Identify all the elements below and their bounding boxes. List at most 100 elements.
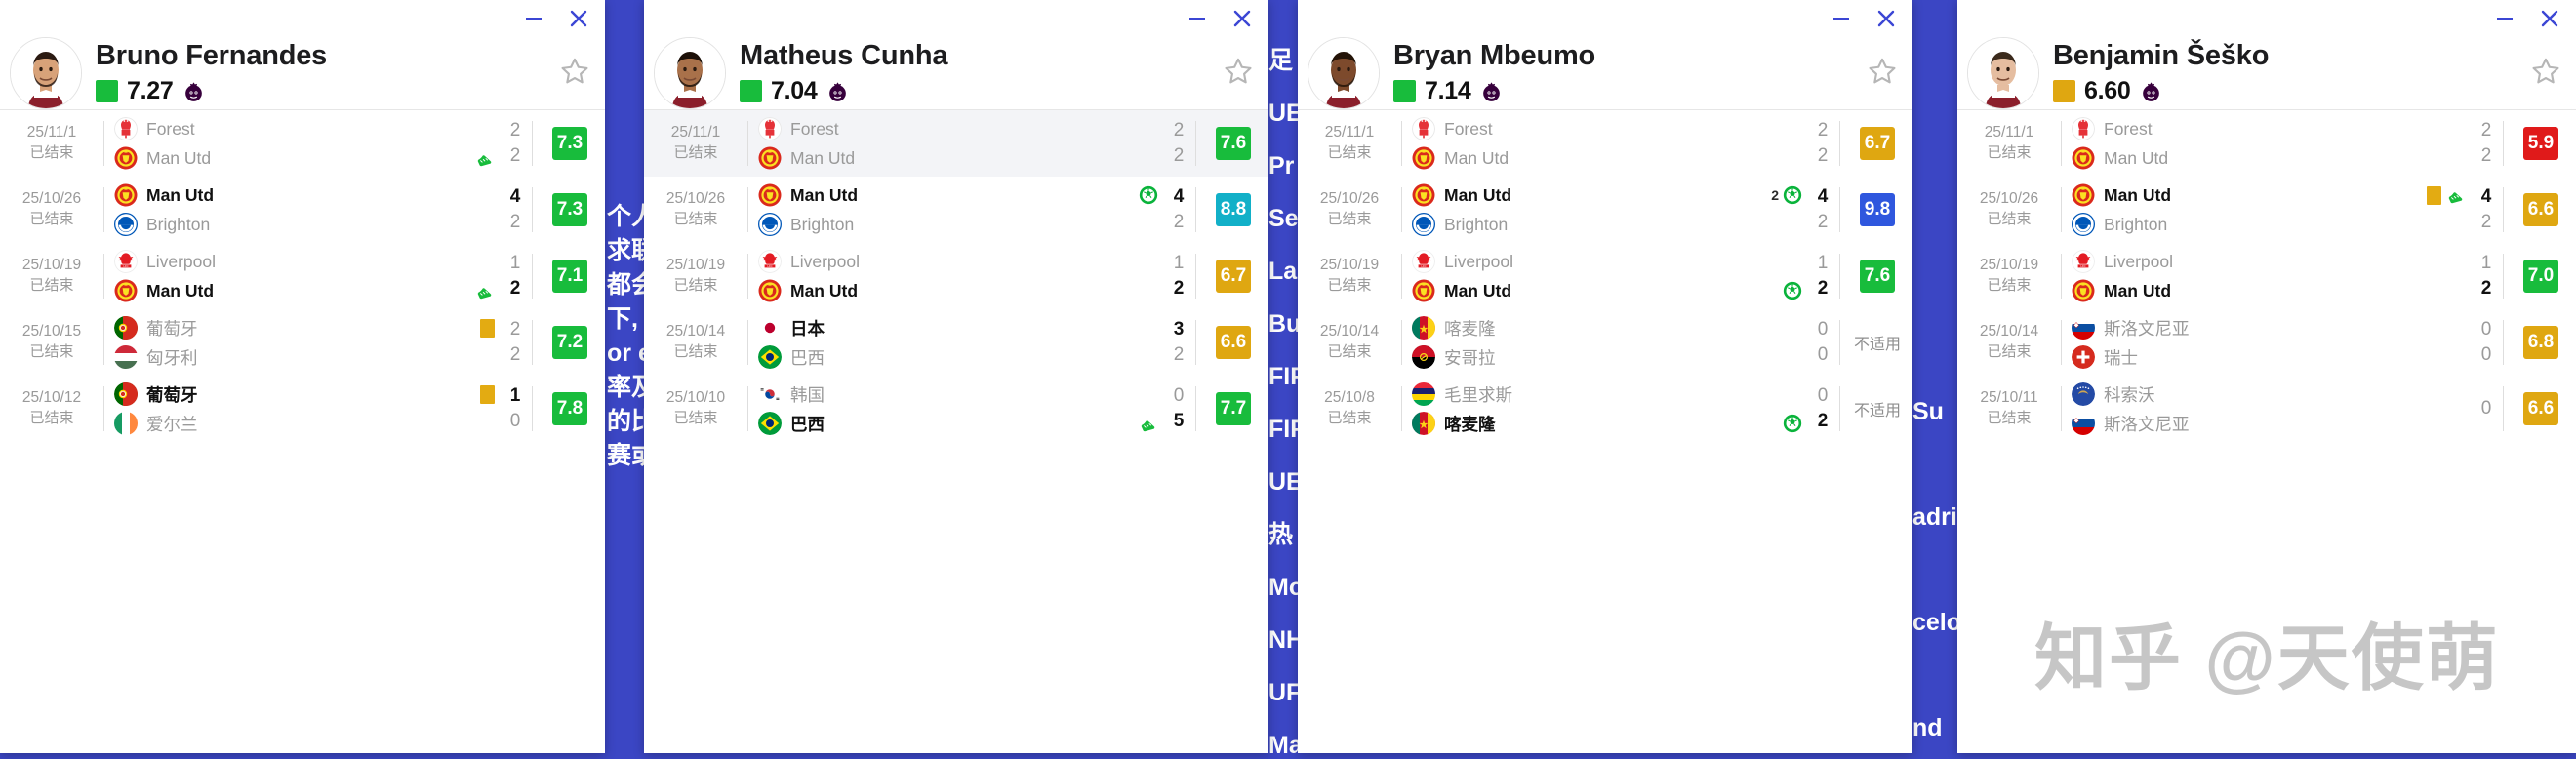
match-rating-na: 不适用 <box>1853 337 1901 353</box>
favorite-button[interactable] <box>1222 55 1255 93</box>
match-events <box>423 381 499 436</box>
away-score: 2 <box>509 212 521 232</box>
match-list: 25/11/1 已结束 Forest Man Utd 2 2 6. <box>1298 110 1912 442</box>
minimize-button[interactable] <box>2488 2 2521 35</box>
row-divider <box>2061 121 2062 166</box>
home-events <box>2427 182 2466 208</box>
match-events <box>2394 249 2470 303</box>
match-status: 已结束 <box>1327 410 1372 427</box>
player-name: Bryan Mbeumo <box>1393 39 1596 71</box>
match-row[interactable]: 25/11/1 已结束 Forest Man Utd 2 2 7. <box>644 110 1268 177</box>
match-date-cell: 25/10/19 已结束 <box>644 256 747 296</box>
match-row[interactable]: 25/11/1 已结束 Forest Man Utd 2 2 7. <box>0 110 605 177</box>
crest-brighton-icon <box>758 213 782 236</box>
minimize-button[interactable] <box>1825 2 1858 35</box>
home-score: 4 <box>1173 185 1185 207</box>
home-team-name: Forest <box>146 118 195 139</box>
match-row[interactable]: 25/10/14 已结束 斯洛文尼亚 瑞士 0 0 6.8 <box>1957 309 2576 376</box>
close-button[interactable] <box>562 2 595 35</box>
match-status: 已结束 <box>1987 144 2032 162</box>
player-photo <box>1308 38 1379 108</box>
match-row[interactable]: 25/11/1 已结束 Forest Man Utd 2 2 5. <box>1957 110 2576 177</box>
close-button[interactable] <box>2533 2 2566 35</box>
match-events <box>1730 315 1806 370</box>
match-events <box>2394 182 2470 237</box>
match-row[interactable]: 25/10/15 已结束 葡萄牙 匈牙利 2 2 7.2 <box>0 309 605 376</box>
match-rating-cell: 8.8 <box>1206 193 1261 226</box>
match-date-cell: 25/10/15 已结束 <box>0 322 103 362</box>
match-rating-cell: 6.6 <box>2514 392 2568 425</box>
player-avatar <box>10 37 82 109</box>
match-row[interactable]: 25/10/19 已结束 LFC Liverpool Man Utd 1 2 <box>644 243 1268 309</box>
match-score: 1 2 <box>1162 251 1195 301</box>
away-team-name: 瑞士 <box>2104 347 2138 368</box>
favorite-star-icon[interactable] <box>1222 55 1255 88</box>
match-rating-cell: 7.6 <box>1850 260 1905 293</box>
favorite-star-icon[interactable] <box>558 55 591 88</box>
home-team: 科索沃 <box>2072 381 2394 407</box>
favorite-star-icon[interactable] <box>2529 55 2562 88</box>
favorite-button[interactable] <box>1866 55 1899 93</box>
match-row[interactable]: 25/10/19 已结束 LFC Liverpool Man Utd 1 2 <box>0 243 605 309</box>
match-row[interactable]: 25/10/19 已结束 LFC Liverpool Man Utd 1 2 <box>1957 243 2576 309</box>
close-button[interactable] <box>1226 2 1259 35</box>
match-row[interactable]: 25/10/19 已结束 LFC Liverpool Man Utd 1 2 <box>1298 243 1912 309</box>
home-team: Forest <box>758 116 1086 141</box>
player-avatar <box>1308 37 1380 109</box>
home-team-name: 科索沃 <box>2104 384 2155 405</box>
background-menu-item: Se <box>1268 205 1299 232</box>
match-rating-badge: 6.6 <box>2523 193 2558 226</box>
match-rating-cell: 7.7 <box>1206 392 1261 425</box>
home-team: 毛里求斯 <box>1412 381 1730 407</box>
match-rating-cell: 7.2 <box>543 326 597 359</box>
match-row[interactable]: 25/11/1 已结束 Forest Man Utd 2 2 6. <box>1298 110 1912 177</box>
away-score: 2 <box>2480 212 2492 232</box>
away-team: 喀麦隆 <box>1412 411 1730 436</box>
match-rating-badge: 7.6 <box>1216 127 1251 160</box>
away-team-name: 安哥拉 <box>1444 347 1496 368</box>
away-team-name: 巴西 <box>790 414 825 434</box>
crest-slovenia-icon <box>2072 316 2095 340</box>
rating-divider <box>1195 254 1196 299</box>
match-status: 已结束 <box>1987 277 2032 295</box>
minimize-button[interactable] <box>517 2 550 35</box>
match-status: 已结束 <box>673 343 718 361</box>
match-row[interactable]: 25/10/26 已结束 Man Utd Brighton 2 4 2 <box>1298 177 1912 243</box>
match-date-cell: 25/10/26 已结束 <box>644 189 747 229</box>
match-rating-badge: 6.6 <box>2523 392 2558 425</box>
match-rating-na: 不适用 <box>1853 403 1901 419</box>
away-team: 爱尔兰 <box>114 411 423 436</box>
crest-manutd-icon <box>758 183 782 207</box>
minimize-button[interactable] <box>1181 2 1214 35</box>
match-rating-cell: 6.8 <box>2514 326 2568 359</box>
away-score: 0 <box>2480 344 2492 365</box>
favorite-star-icon[interactable] <box>1866 55 1899 88</box>
match-row[interactable]: 25/10/10 已结束 韩国 巴西 0 5 7.7 <box>644 376 1268 442</box>
match-score: 1 2 <box>499 251 532 301</box>
close-button[interactable] <box>1870 2 1903 35</box>
match-row[interactable]: 25/10/8 已结束 毛里求斯 喀麦隆 0 2 不适用 <box>1298 376 1912 442</box>
match-date-cell: 25/10/26 已结束 <box>1298 189 1401 229</box>
match-row[interactable]: 25/10/26 已结束 Man Utd Brighton 4 2 <box>644 177 1268 243</box>
header-divider <box>1957 109 2576 110</box>
away-team-name: 匈牙利 <box>146 347 198 368</box>
match-row[interactable]: 25/10/14 已结束 喀麦隆 安哥拉 0 0 不适用 <box>1298 309 1912 376</box>
home-team-name: Forest <box>2104 118 2153 139</box>
home-team: LFC Liverpool <box>2072 249 2394 274</box>
favorite-button[interactable] <box>558 55 591 93</box>
crest-liverpool-icon: LFC <box>758 250 782 273</box>
favorite-button[interactable] <box>2529 55 2562 93</box>
match-row[interactable]: 25/10/26 已结束 Man Utd Brighton 4 2 <box>0 177 605 243</box>
home-events <box>480 381 495 407</box>
away-score: 2 <box>1817 411 1829 431</box>
match-row[interactable]: 25/10/14 已结束 日本 巴西 3 2 6.6 <box>644 309 1268 376</box>
row-divider <box>747 254 748 299</box>
match-row[interactable]: 25/10/11 已结束 科索沃 斯洛文尼亚 0 6.6 <box>1957 376 2576 442</box>
match-row[interactable]: 25/10/12 已结束 葡萄牙 爱尔兰 1 0 7.8 <box>0 376 605 442</box>
match-teams: Man Utd Brighton <box>758 182 1086 237</box>
match-rating-badge: 6.7 <box>1860 127 1895 160</box>
match-rating-badge: 7.3 <box>552 193 587 226</box>
match-row[interactable]: 25/10/26 已结束 Man Utd Brighton 4 2 <box>1957 177 2576 243</box>
match-list: 25/11/1 已结束 Forest Man Utd 2 2 7. <box>644 110 1268 442</box>
match-teams: 韩国 巴西 <box>758 381 1086 436</box>
